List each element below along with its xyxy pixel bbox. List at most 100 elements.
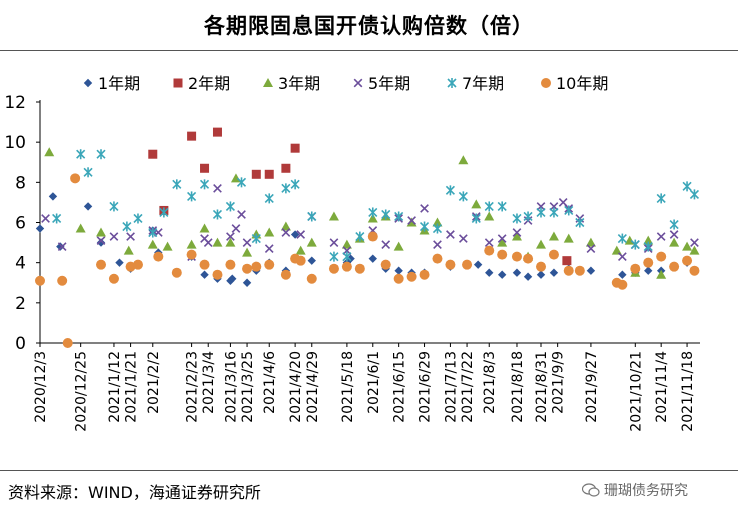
data-point <box>420 204 429 213</box>
data-point <box>458 155 469 165</box>
data-point <box>237 210 246 219</box>
data-point <box>574 265 585 276</box>
data-point <box>281 228 291 237</box>
data-point <box>432 253 443 264</box>
data-point <box>264 244 274 253</box>
legend-marker <box>541 78 551 88</box>
data-point <box>497 270 507 279</box>
data-point <box>586 266 596 275</box>
data-point <box>511 251 522 262</box>
data-point <box>433 240 442 249</box>
x-tick-label: 2020/12/3 <box>33 351 49 423</box>
x-tick-label: 2021/10/21 <box>628 351 644 432</box>
data-point <box>186 239 197 249</box>
data-point <box>109 201 119 212</box>
data-point <box>251 261 262 272</box>
data-point <box>281 163 291 173</box>
data-point <box>355 231 365 242</box>
data-point <box>393 241 404 251</box>
data-point <box>96 259 107 270</box>
data-point <box>52 213 62 224</box>
data-point <box>484 211 495 221</box>
data-point <box>669 261 680 272</box>
y-tick-label: 12 <box>4 93 26 113</box>
x-tick-label: 2021/4/29 <box>305 351 321 423</box>
data-point <box>212 269 223 280</box>
data-point <box>564 205 574 216</box>
x-tick-label: 2021/7/22 <box>460 351 476 423</box>
y-tick-label: 10 <box>4 133 26 153</box>
x-tick-label: 2021/3/16 <box>223 351 239 423</box>
data-point <box>280 269 291 280</box>
data-point <box>225 259 236 270</box>
data-point <box>380 259 391 270</box>
data-point <box>108 273 119 284</box>
series-1 <box>35 192 699 287</box>
data-point <box>212 127 222 137</box>
data-point <box>159 207 169 218</box>
data-point <box>290 143 300 153</box>
x-tick-label: 2021/11/4 <box>654 351 670 423</box>
data-point <box>354 263 365 274</box>
data-point <box>172 179 182 190</box>
data-point <box>669 230 679 239</box>
data-point <box>212 209 223 220</box>
data-point <box>231 224 241 233</box>
data-point <box>162 241 173 251</box>
data-point <box>226 232 235 241</box>
data-point <box>549 268 559 277</box>
series-2 <box>148 127 572 266</box>
legend-label: 7年期 <box>462 74 504 93</box>
x-tick-label: 2021/1/12 <box>107 351 123 423</box>
data-point <box>394 211 404 222</box>
data-point <box>295 245 306 255</box>
data-point <box>644 266 653 275</box>
data-point <box>133 213 143 224</box>
x-tick-label: 2021/11/18 <box>680 351 696 432</box>
data-point <box>75 223 86 233</box>
data-point <box>126 232 135 241</box>
data-point <box>586 244 596 253</box>
x-tick-label: 2021/7/13 <box>443 351 459 423</box>
data-point <box>497 249 508 260</box>
data-point <box>548 249 559 260</box>
data-point <box>76 149 86 160</box>
data-point <box>562 256 572 266</box>
data-point <box>228 274 237 283</box>
wechat-icon <box>582 483 600 497</box>
data-point <box>242 263 253 274</box>
data-point <box>682 181 692 192</box>
watermark: 珊瑚债务研究 <box>582 480 688 500</box>
data-point <box>236 177 247 188</box>
data-point <box>83 202 93 211</box>
data-point <box>328 211 339 221</box>
data-point <box>171 267 182 278</box>
data-point <box>96 238 106 247</box>
data-point <box>656 251 667 262</box>
legend-marker <box>447 78 457 88</box>
data-point <box>445 185 455 196</box>
watermark-text: 珊瑚债务研究 <box>604 483 688 499</box>
data-point <box>328 263 339 274</box>
data-point <box>484 245 495 256</box>
data-point <box>342 251 352 262</box>
data-point <box>341 239 352 249</box>
data-point <box>264 193 274 204</box>
data-point <box>484 201 494 212</box>
legend-marker <box>263 78 273 87</box>
legend-item: 2年期 <box>173 74 230 93</box>
data-point <box>471 213 481 224</box>
data-point <box>225 201 235 212</box>
data-point <box>406 217 417 227</box>
legend-label: 2年期 <box>188 74 230 93</box>
data-point <box>485 268 494 277</box>
data-point <box>689 265 700 276</box>
y-tick-label: 4 <box>15 254 26 274</box>
data-point <box>445 259 456 270</box>
data-point <box>630 239 640 250</box>
data-point <box>611 245 622 255</box>
data-point <box>251 233 261 244</box>
data-point <box>212 237 223 247</box>
data-point <box>549 207 559 218</box>
series-6 <box>35 173 700 348</box>
